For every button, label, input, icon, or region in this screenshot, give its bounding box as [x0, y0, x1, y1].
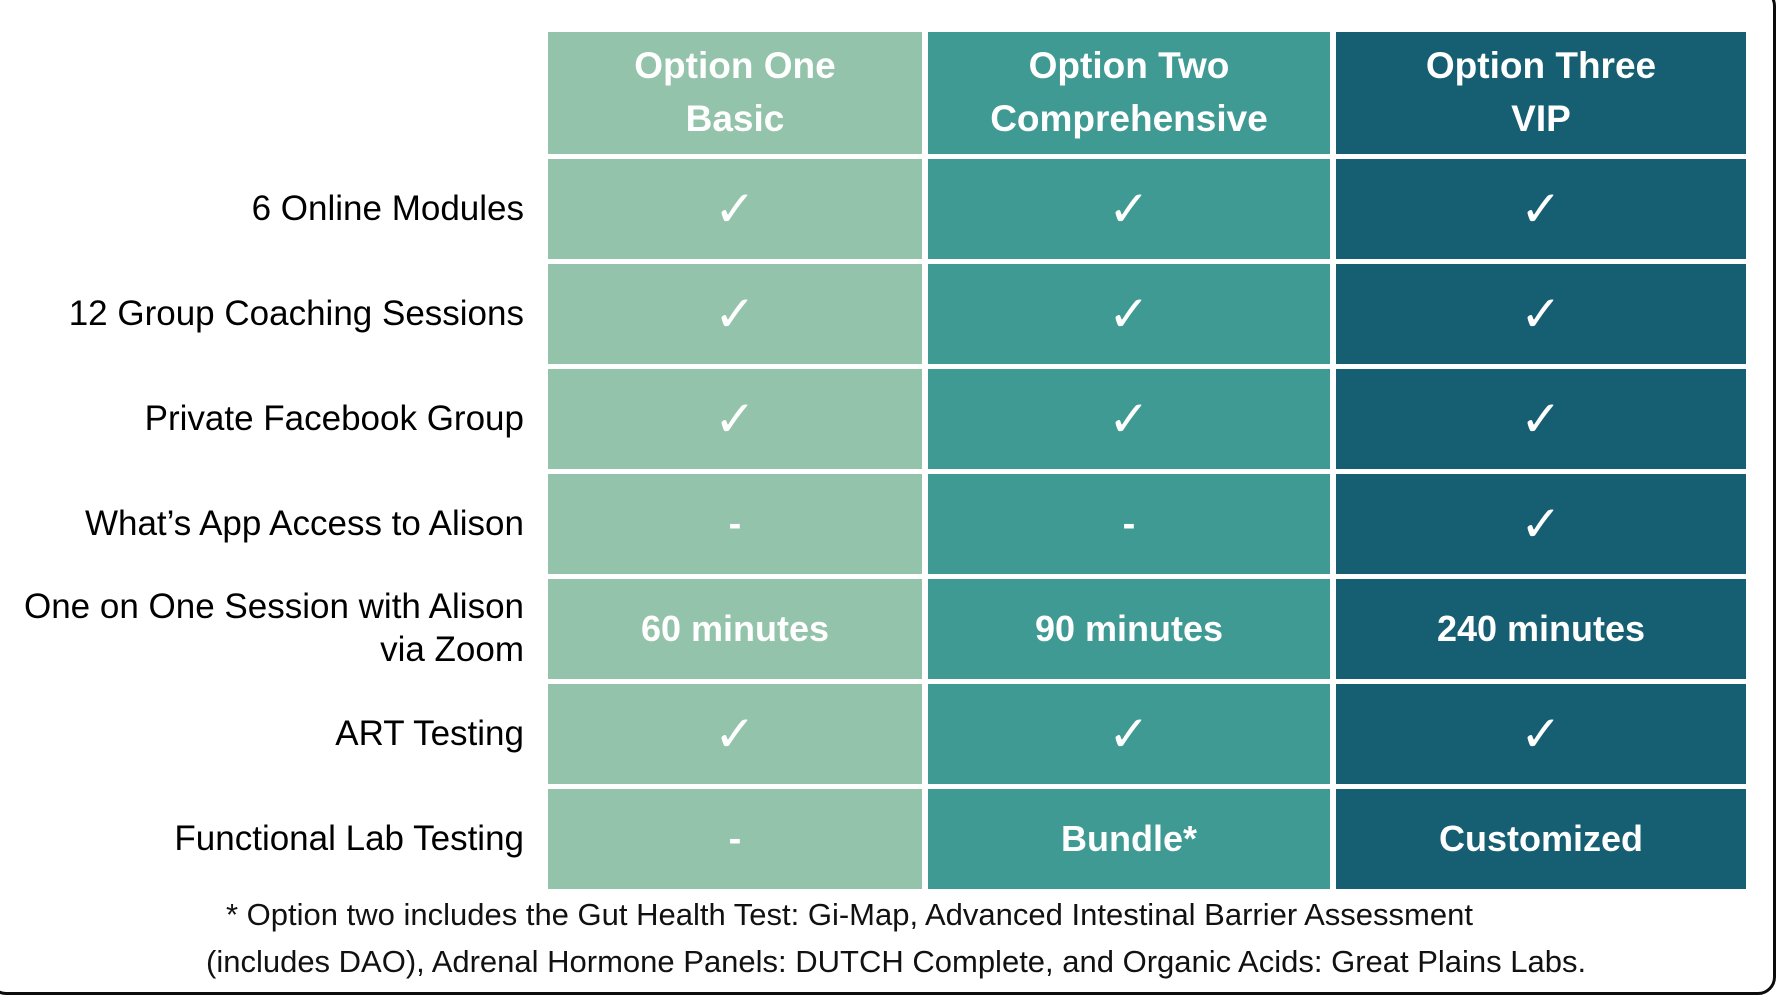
feature-cell-customized: Customized [1336, 789, 1746, 889]
feature-cell-check: ✓ [928, 369, 1330, 469]
comparison-table: Option One Basic Option Two Comprehensiv… [0, 32, 1746, 889]
footnote: * Option two includes the Gut Health Tes… [206, 891, 1586, 985]
feature-cell-check: ✓ [548, 369, 922, 469]
feature-cell-check: ✓ [548, 264, 922, 364]
feature-label-whatsapp-access: What’s App Access to Alison [84, 503, 524, 543]
feature-label-group-coaching: 12 Group Coaching Sessions [68, 293, 524, 333]
feature-cell-check: ✓ [1336, 264, 1746, 364]
column-header-option-one: Option One Basic [548, 32, 922, 154]
feature-label-facebook-group: Private Facebook Group [144, 398, 524, 438]
feature-cell-check: ✓ [1336, 684, 1746, 784]
table-corner-spacer [0, 32, 542, 154]
feature-cell-check: ✓ [928, 684, 1330, 784]
feature-cell-minutes: 60 minutes [548, 579, 922, 679]
footnote-line1: * Option two includes the Gut Health Tes… [226, 897, 1473, 932]
feature-cell-check: ✓ [928, 159, 1330, 259]
column-header-line1: Option One [634, 45, 836, 87]
feature-cell-dash: - [548, 789, 922, 889]
column-header-option-three: Option Three VIP [1336, 32, 1746, 154]
feature-cell-dash: - [548, 474, 922, 574]
feature-cell-check: ✓ [1336, 159, 1746, 259]
feature-cell-check: ✓ [548, 684, 922, 784]
column-header-line2: Comprehensive [990, 98, 1268, 139]
feature-cell-check: ✓ [1336, 474, 1746, 574]
feature-cell-minutes: 240 minutes [1336, 579, 1746, 679]
column-header-line1: Option Two [1028, 45, 1230, 87]
feature-label-one-on-one-session: One on One Session with Alison via Zoom [23, 587, 524, 669]
column-header-option-two: Option Two Comprehensive [928, 32, 1330, 154]
column-header-line2: Basic [685, 98, 785, 139]
feature-cell-dash: - [928, 474, 1330, 574]
feature-cell-minutes: 90 minutes [928, 579, 1330, 679]
feature-cell-check: ✓ [548, 159, 922, 259]
feature-label-functional-lab-testing: Functional Lab Testing [174, 818, 524, 858]
feature-cell-check: ✓ [928, 264, 1330, 364]
feature-label-art-testing: ART Testing [335, 713, 524, 753]
footnote-line2: (includes DAO), Adrenal Hormone Panels: … [206, 944, 1587, 979]
feature-cell-bundle: Bundle* [928, 789, 1330, 889]
column-header-line2: VIP [1511, 98, 1571, 139]
feature-cell-check: ✓ [1336, 369, 1746, 469]
column-header-line1: Option Three [1425, 45, 1657, 87]
feature-label-online-modules: 6 Online Modules [251, 188, 524, 228]
